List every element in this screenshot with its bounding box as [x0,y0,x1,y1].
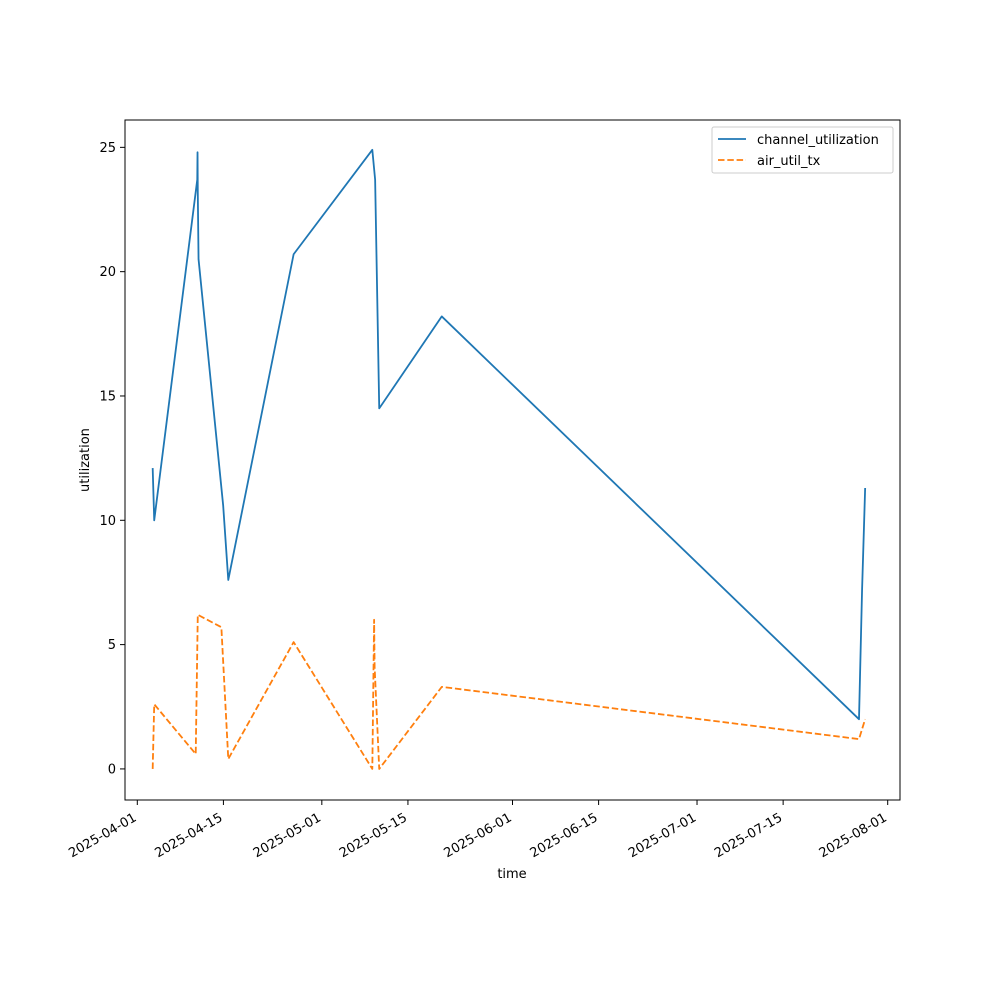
y-axis-ticks: 0 5 10 15 20 25 [99,141,125,777]
series-line-air-util-tx [151,613,867,770]
legend-label-air-util-tx: air_util_tx [757,154,821,169]
legend-box [711,126,894,174]
series-layer [151,148,867,770]
legend-label-channel-utilization: channel_utilization [757,133,879,148]
y-tick-label-5: 5 [108,638,116,653]
y-tick-label-0: 0 [108,762,116,777]
y-tick-label-10: 10 [99,514,116,529]
series-line-channel-utilization [151,148,867,721]
x-axis-label: time [497,867,526,882]
y-tick-label-15: 15 [99,389,116,404]
y-tick-label-20: 20 [99,265,116,280]
y-axis-label: utilization [78,428,93,492]
y-tick-label-25: 25 [99,141,116,156]
legend: channel_utilization air_util_tx [711,126,894,174]
